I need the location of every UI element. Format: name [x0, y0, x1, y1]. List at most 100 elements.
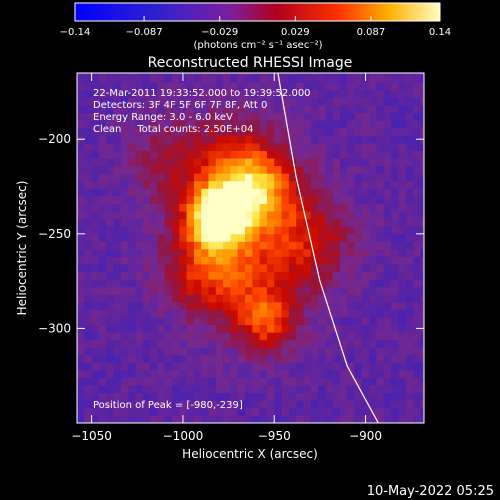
- heatmap-cell: [376, 226, 385, 235]
- y-tick-label: −200: [38, 132, 71, 146]
- heatmap-cell: [252, 354, 261, 363]
- heatmap-cell: [186, 150, 195, 159]
- heatmap-cell: [208, 165, 217, 174]
- heatmap-cell: [274, 135, 282, 144]
- heatmap-cell: [186, 241, 195, 250]
- heatmap-cell: [186, 226, 195, 235]
- heatmap-cell: [369, 407, 377, 416]
- heatmap-cell: [361, 105, 370, 114]
- heatmap-cell: [128, 180, 136, 189]
- heatmap-cell: [413, 195, 421, 204]
- heatmap-cell: [245, 241, 253, 250]
- heatmap-cell: [157, 105, 166, 114]
- heatmap-cell: [347, 105, 355, 114]
- heatmap-cell: [398, 370, 407, 378]
- heatmap-cell: [84, 90, 93, 98]
- heatmap-cell: [128, 165, 136, 174]
- heatmap-cell: [413, 74, 421, 83]
- heatmap-cell: [361, 173, 370, 182]
- heatmap-cell: [245, 226, 253, 235]
- heatmap-cell: [296, 135, 304, 144]
- heatmap-cell: [332, 127, 341, 136]
- heatmap-cell: [339, 233, 348, 242]
- heatmap-cell: [332, 165, 341, 174]
- heatmap-cell: [157, 415, 166, 423]
- heatmap-cell: [354, 407, 363, 416]
- heatmap-cell: [252, 120, 261, 129]
- heatmap-cell: [113, 135, 122, 144]
- x-tick-label: −1050: [71, 429, 112, 443]
- heatmap-cell: [259, 82, 268, 91]
- heatmap-cell: [281, 180, 290, 189]
- heatmap-cell: [281, 218, 290, 227]
- heatmap-cell: [135, 301, 144, 310]
- heatmap-cell: [347, 377, 355, 386]
- heatmap-cell: [193, 392, 202, 401]
- heatmap-cell: [193, 74, 202, 83]
- heatmap-cell: [237, 339, 246, 348]
- heatmap-cell: [201, 150, 209, 159]
- heatmap-cell: [98, 150, 107, 159]
- heatmap-cell: [113, 203, 122, 212]
- heatmap-cell: [106, 112, 114, 121]
- heatmap-cell: [223, 150, 231, 159]
- heatmap-cell: [303, 127, 312, 136]
- heatmap-cell: [164, 195, 173, 204]
- heatmap-cell: [157, 271, 166, 280]
- heatmap-cell: [318, 294, 326, 303]
- heatmap-cell: [361, 82, 370, 91]
- heatmap-cell: [98, 188, 107, 197]
- heatmap-cell: [193, 233, 202, 242]
- heatmap-cell: [318, 339, 326, 348]
- heatmap-cell: [77, 286, 85, 295]
- heatmap-cell: [201, 73, 209, 76]
- heatmap-cell: [77, 150, 85, 159]
- heatmap-cell: [91, 347, 100, 356]
- heatmap-cell: [252, 301, 261, 310]
- heatmap-cell: [303, 105, 312, 114]
- heatmap-cell: [230, 362, 239, 371]
- heatmap-cell: [325, 415, 334, 423]
- heatmap-cell: [179, 354, 187, 363]
- heatmap-cell: [164, 385, 173, 394]
- heatmap-cell: [245, 264, 253, 273]
- heatmap-cell: [157, 195, 166, 204]
- heatmap-cell: [405, 73, 414, 76]
- heatmap-cell: [310, 407, 319, 416]
- heatmap-cell: [142, 97, 151, 106]
- heatmap-cell: [361, 218, 370, 227]
- heatmap-cell: [245, 301, 253, 310]
- heatmap-cell: [186, 309, 195, 318]
- heatmap-cell: [347, 309, 355, 318]
- chart-title: Reconstructed RHESSI Image: [148, 55, 353, 71]
- heatmap-cell: [186, 120, 195, 129]
- heatmap-cell: [354, 143, 363, 151]
- heatmap-cell: [164, 407, 173, 416]
- heatmap-cell: [354, 256, 363, 265]
- heatmap-cell: [252, 339, 261, 348]
- heatmap-cell: [98, 392, 107, 401]
- heatmap-cell: [201, 415, 209, 423]
- heatmap-cell: [186, 211, 195, 220]
- heatmap-cell: [310, 127, 319, 136]
- heatmap-cell: [339, 362, 348, 371]
- heatmap-cell: [369, 370, 377, 378]
- heatmap-cell: [135, 400, 144, 409]
- heatmap-cell: [215, 188, 224, 197]
- heatmap-cell: [193, 377, 202, 386]
- heatmap-cell: [193, 165, 202, 174]
- heatmap-cell: [391, 248, 399, 257]
- heatmap-cell: [142, 211, 151, 220]
- heatmap-cell: [157, 226, 166, 235]
- heatmap-cell: [208, 256, 217, 265]
- heatmap-cell: [98, 120, 107, 129]
- heatmap-cell: [223, 97, 231, 106]
- heatmap-cell: [157, 74, 166, 83]
- heatmap-cell: [237, 301, 246, 310]
- heatmap-cell: [420, 339, 424, 348]
- heatmap-cell: [296, 400, 304, 409]
- heatmap-cell: [77, 120, 85, 129]
- heatmap-cell: [303, 233, 312, 242]
- heatmap-cell: [318, 271, 326, 280]
- heatmap-cell: [164, 143, 173, 151]
